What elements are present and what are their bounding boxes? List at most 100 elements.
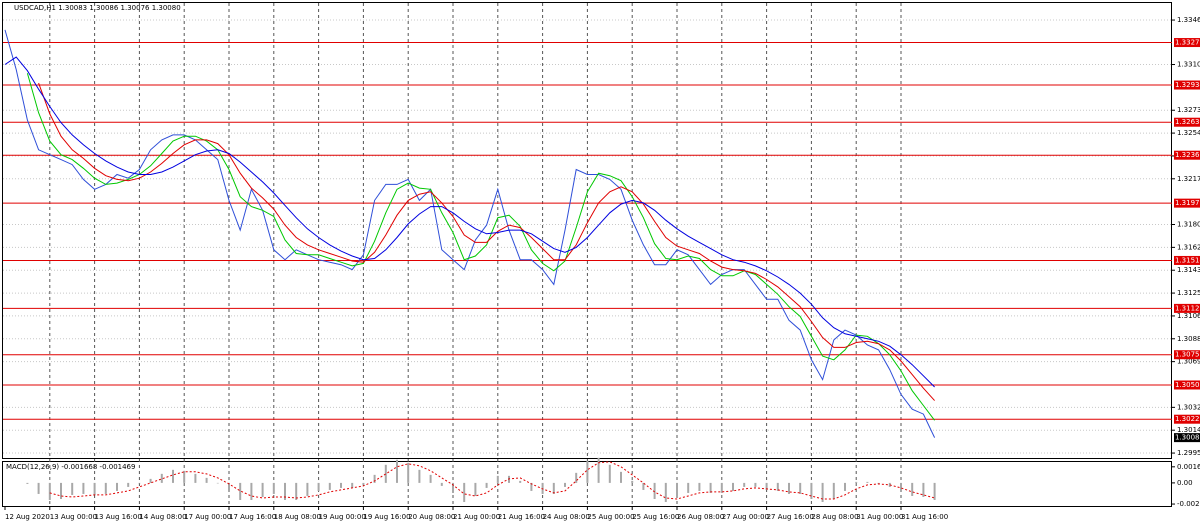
macd-bar: [317, 482, 320, 491]
macd-bar: [530, 482, 533, 491]
x-tick-label: 24 Aug 08:00: [543, 513, 590, 521]
macd-bar: [474, 482, 477, 496]
x-tick-label: 25 Aug 16:00: [632, 513, 679, 521]
y-tick-label: 1.31065: [1177, 312, 1200, 320]
macd-bar: [48, 482, 51, 500]
macd-bar: [284, 482, 286, 500]
macd-bar: [104, 482, 107, 494]
y-tick-label: 1.33460: [1177, 16, 1200, 24]
macd-bar: [149, 478, 152, 483]
price-level-tag: [1174, 80, 1200, 90]
macd-bar: [160, 473, 163, 483]
macd-bar: [183, 470, 186, 483]
macd-bar: [776, 482, 779, 491]
macd-title: MACD(12,26,9) -0.001668 -0.001469: [6, 463, 135, 471]
main-pane: [2, 2, 1172, 459]
macd-bar: [788, 482, 790, 494]
macd-bar: [496, 475, 499, 483]
price-level-label: 1.32934: [1175, 81, 1200, 89]
macd-bar: [127, 482, 130, 487]
price-level-label: 1.32366: [1175, 151, 1200, 159]
macd-bar: [418, 469, 421, 483]
x-tick-label: 12 Aug 2020: [5, 513, 50, 521]
price-line: [4, 29, 936, 438]
price-level-tag: [1174, 380, 1200, 390]
y-tick-label: 1.30140: [1177, 426, 1200, 434]
price-level-label: 1.33278: [1175, 39, 1200, 47]
last-price-label: 1.30080: [1175, 434, 1200, 442]
macd-bar: [396, 459, 398, 483]
moving-average: [38, 82, 935, 401]
macd-bar: [26, 482, 29, 484]
price-level-label: 1.32633: [1175, 118, 1200, 126]
x-tick-label: 28 Aug 08:00: [811, 513, 858, 521]
macd-bar: [575, 472, 578, 483]
macd-bar: [261, 482, 264, 497]
macd-bar: [93, 482, 96, 495]
signal-line: [49, 461, 935, 500]
price-level-tag: [1174, 414, 1200, 424]
x-tick-label: 26 Aug 08:00: [677, 513, 724, 521]
macd-bar: [306, 482, 309, 496]
macd-bar: [855, 481, 858, 483]
y-tick-label: 1.31435: [1177, 266, 1200, 274]
y-tick-label: 1.29955: [1177, 449, 1200, 457]
macd-bar: [687, 482, 690, 493]
x-tick-label: 27 Aug 00:00: [722, 513, 769, 521]
y-tick-label: 1.31250: [1177, 289, 1200, 297]
macd-bar: [832, 482, 835, 499]
x-tick-label: 19 Aug 00:00: [319, 513, 366, 521]
price-level-tag: [1174, 198, 1200, 208]
macd-bar: [71, 482, 74, 495]
macd-bar: [664, 482, 667, 502]
macd-bar: [866, 481, 869, 483]
macd-bar: [82, 482, 85, 494]
x-tick-label: 31 Aug 00:00: [856, 513, 903, 521]
macd-bar: [429, 474, 432, 483]
macd-bar: [272, 482, 275, 494]
x-tick-label: 27 Aug 16:00: [767, 513, 814, 521]
macd-bar: [194, 473, 197, 483]
macd-bar: [552, 482, 555, 494]
y-tick-label: 1.32730: [1177, 106, 1200, 114]
macd-bar: [720, 482, 723, 493]
price-level-label: 1.31514: [1175, 256, 1200, 264]
x-tick-label: 31 Aug 16:00: [901, 513, 948, 521]
x-tick-label: 17 Aug 00:00: [184, 513, 231, 521]
price-level-label: 1.30229: [1175, 415, 1200, 423]
macd-bar: [877, 482, 880, 484]
macd-bar: [900, 482, 902, 491]
y-tick-label: 1.32175: [1177, 175, 1200, 183]
macd-bar: [228, 482, 230, 491]
price-level-tag: [1174, 255, 1200, 265]
macd-bar: [519, 480, 522, 483]
y-tick-label: -0.002106: [1177, 500, 1200, 508]
x-tick-label: 18 Aug 08:00: [274, 513, 321, 521]
macd-bar: [340, 482, 342, 488]
macd-bar: [799, 482, 802, 494]
price-level-tag: [1174, 38, 1200, 48]
macd-bar: [922, 482, 925, 497]
macd-bar: [351, 482, 354, 488]
macd-bar: [37, 482, 40, 494]
x-tick-label: 25 Aug 00:00: [587, 513, 634, 521]
macd-bar: [608, 464, 611, 483]
price-level-label: 1.31978: [1175, 199, 1200, 207]
macd-bar: [844, 482, 846, 491]
y-tick-label: 1.31805: [1177, 221, 1200, 229]
price-level-label: 1.31126: [1175, 304, 1200, 312]
macd-bar: [631, 480, 634, 483]
price-level-tag: [1174, 303, 1200, 313]
y-tick-label: 0.00: [1177, 479, 1193, 487]
macd-bar: [205, 477, 208, 483]
chart-title: USDCAD,H1 1.30083 1.30086 1.30076 1.3008…: [14, 4, 181, 12]
macd-bar: [452, 482, 454, 493]
macd-bar: [810, 482, 813, 499]
macd-bar: [216, 482, 219, 484]
macd-bar: [384, 464, 387, 483]
macd-bar: [888, 482, 891, 487]
macd-bar: [821, 482, 824, 502]
